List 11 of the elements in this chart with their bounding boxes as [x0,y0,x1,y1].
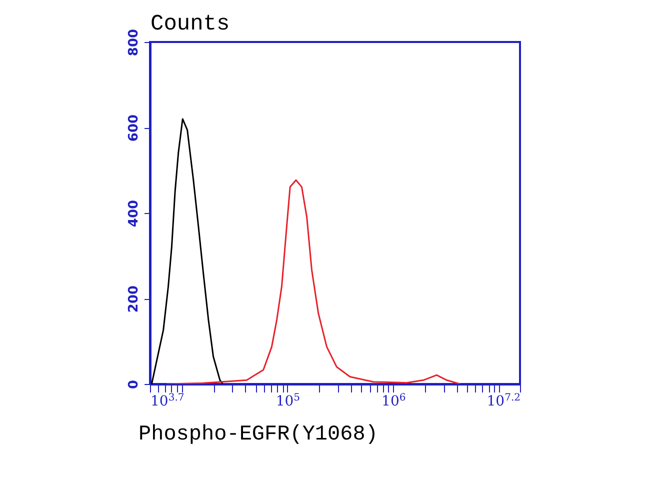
y-tick-label: 200 [126,285,142,313]
y-tick-label: 0 [126,380,142,390]
y-tick-label: 800 [126,28,142,56]
x-axis-title: Phospho-EGFR(Y1068) [138,424,378,446]
x-tick-label: 10$^{5}$ [276,392,300,410]
y-tick-label: 400 [126,200,142,228]
x-tick-label: 10$^{6}$ [382,392,406,410]
y-axis-title: Counts [150,12,230,36]
x-tick-label: 10$^{7.2}$ [486,392,520,410]
x-tick-label: 10$^{3.7}$ [150,392,184,410]
y-tick-label: 600 [126,114,142,142]
